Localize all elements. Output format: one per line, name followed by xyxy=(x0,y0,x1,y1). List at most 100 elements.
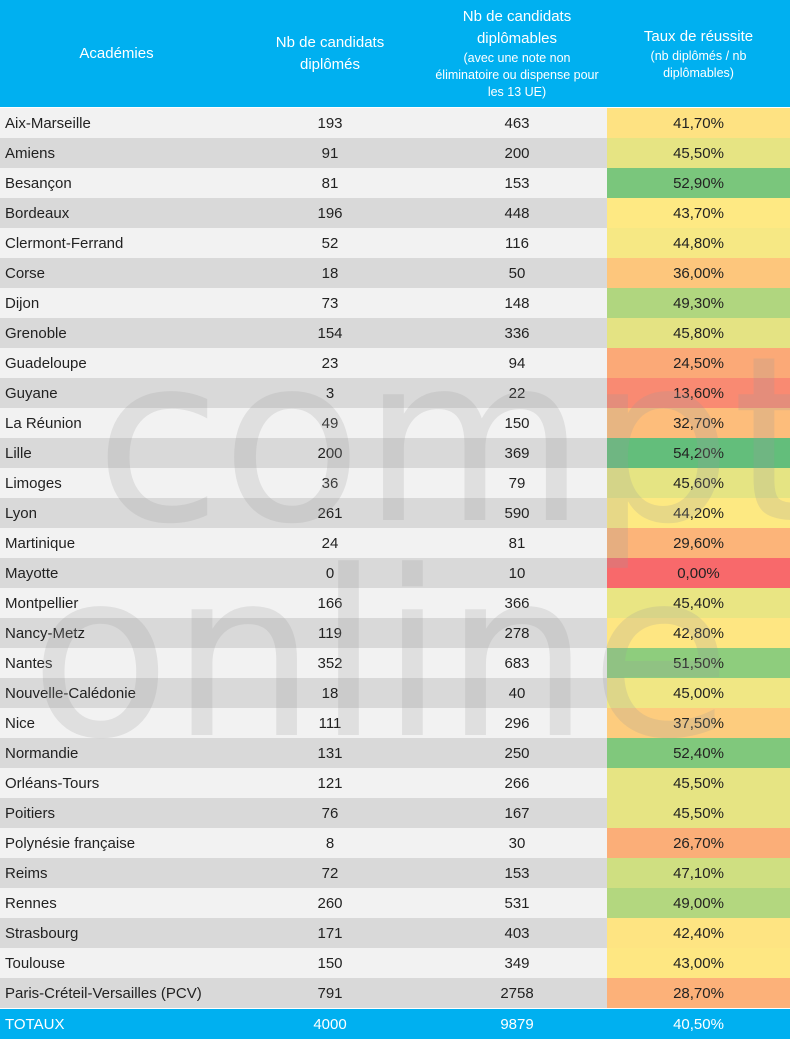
taux-cell: 37,50% xyxy=(607,708,790,738)
taux-cell: 52,40% xyxy=(607,738,790,768)
diplomables-cell: 50 xyxy=(427,258,607,288)
table-row: Nancy-Metz 119 278 42,80% xyxy=(0,618,790,648)
diplomables-cell: 463 xyxy=(427,108,607,138)
totals-label: TOTAUX xyxy=(5,1015,65,1033)
diplomables-cell: 30 xyxy=(427,828,607,858)
diplomes-cell: 196 xyxy=(233,198,427,228)
taux-cell: 51,50% xyxy=(607,648,790,678)
totals-row: TOTAUX 4000 9879 40,50% xyxy=(0,1009,790,1039)
diplomables-cell: 167 xyxy=(427,798,607,828)
table-body: Aix-Marseille 193 463 41,70% Amiens 91 200 45,5… xyxy=(0,108,790,1008)
table-row: Strasbourg 171 403 42,40% xyxy=(0,918,790,948)
taux-cell: 13,60% xyxy=(607,378,790,408)
diplomes-cell: 8 xyxy=(233,828,427,858)
taux-cell: 49,00% xyxy=(607,888,790,918)
taux-cell: 54,20% xyxy=(607,438,790,468)
academie-cell: Lyon xyxy=(0,498,233,528)
table-row: La Réunion 49 150 32,70% xyxy=(0,408,790,438)
academie-cell: Grenoble xyxy=(0,318,233,348)
diplomes-cell: 200 xyxy=(233,438,427,468)
totals-diplomes: 4000 xyxy=(313,1015,347,1033)
table-row: Rennes 260 531 49,00% xyxy=(0,888,790,918)
academie-cell: Guyane xyxy=(0,378,233,408)
diplomes-cell: 52 xyxy=(233,228,427,258)
table-row: Amiens 91 200 45,50% xyxy=(0,138,790,168)
diplomables-cell: 683 xyxy=(427,648,607,678)
taux-cell: 43,00% xyxy=(607,948,790,978)
taux-cell: 36,00% xyxy=(607,258,790,288)
academie-cell: Normandie xyxy=(0,738,233,768)
academie-cell: Lille xyxy=(0,438,233,468)
taux-cell: 42,80% xyxy=(607,618,790,648)
diplomables-cell: 369 xyxy=(427,438,607,468)
table-row: Nantes 352 683 51,50% xyxy=(0,648,790,678)
diplomables-cell: 2758 xyxy=(427,978,607,1008)
diplomes-cell: 131 xyxy=(233,738,427,768)
academie-cell: Toulouse xyxy=(0,948,233,978)
diplomes-cell: 24 xyxy=(233,528,427,558)
academie-cell: Orléans-Tours xyxy=(0,768,233,798)
academie-cell: Clermont-Ferrand xyxy=(0,228,233,258)
academie-cell: Nantes xyxy=(0,648,233,678)
diplomables-cell: 403 xyxy=(427,918,607,948)
totals-taux: 40,50% xyxy=(673,1015,724,1033)
table-row: Dijon 73 148 49,30% xyxy=(0,288,790,318)
diplomes-cell: 49 xyxy=(233,408,427,438)
diplomables-cell: 22 xyxy=(427,378,607,408)
taux-cell: 45,50% xyxy=(607,138,790,168)
taux-cell: 32,70% xyxy=(607,408,790,438)
diplomes-cell: 166 xyxy=(233,588,427,618)
diplomables-cell: 150 xyxy=(427,408,607,438)
table-row: Polynésie française 8 30 26,70% xyxy=(0,828,790,858)
diplomes-cell: 73 xyxy=(233,288,427,318)
diplomables-cell: 531 xyxy=(427,888,607,918)
diplomables-cell: 336 xyxy=(427,318,607,348)
header-academies: Académies xyxy=(79,45,154,62)
taux-cell: 45,80% xyxy=(607,318,790,348)
table-row: Grenoble 154 336 45,80% xyxy=(0,318,790,348)
taux-cell: 0,00% xyxy=(607,558,790,588)
diplomes-cell: 260 xyxy=(233,888,427,918)
diplomables-cell: 278 xyxy=(427,618,607,648)
table-row: Reims 72 153 47,10% xyxy=(0,858,790,888)
table-row: Corse 18 50 36,00% xyxy=(0,258,790,288)
table-row: Normandie 131 250 52,40% xyxy=(0,738,790,768)
taux-cell: 49,30% xyxy=(607,288,790,318)
table-row: Bordeaux 196 448 43,70% xyxy=(0,198,790,228)
diplomes-cell: 23 xyxy=(233,348,427,378)
table-row: Limoges 36 79 45,60% xyxy=(0,468,790,498)
academie-cell: Limoges xyxy=(0,468,233,498)
diplomes-cell: 193 xyxy=(233,108,427,138)
table-header: Académies Nb de candidats diplômés Nb de… xyxy=(0,0,790,108)
totals-diplomables: 9879 xyxy=(500,1015,534,1033)
taux-cell: 45,00% xyxy=(607,678,790,708)
diplomables-cell: 296 xyxy=(427,708,607,738)
table-row: Guyane 3 22 13,60% xyxy=(0,378,790,408)
taux-cell: 45,60% xyxy=(607,468,790,498)
academie-cell: Poitiers xyxy=(0,798,233,828)
diplomes-cell: 76 xyxy=(233,798,427,828)
academie-cell: Mayotte xyxy=(0,558,233,588)
diplomables-cell: 266 xyxy=(427,768,607,798)
taux-cell: 45,50% xyxy=(607,768,790,798)
table-row: Mayotte 0 10 0,00% xyxy=(0,558,790,588)
taux-cell: 24,50% xyxy=(607,348,790,378)
diplomables-cell: 40 xyxy=(427,678,607,708)
taux-cell: 44,20% xyxy=(607,498,790,528)
table-row: Nice 111 296 37,50% xyxy=(0,708,790,738)
taux-cell: 28,70% xyxy=(607,978,790,1008)
taux-cell: 42,40% xyxy=(607,918,790,948)
diplomes-cell: 154 xyxy=(233,318,427,348)
diplomes-cell: 18 xyxy=(233,678,427,708)
diplomes-cell: 150 xyxy=(233,948,427,978)
academie-cell: Strasbourg xyxy=(0,918,233,948)
academie-cell: Aix-Marseille xyxy=(0,108,233,138)
diplomables-cell: 153 xyxy=(427,858,607,888)
taux-cell: 26,70% xyxy=(607,828,790,858)
diplomes-cell: 171 xyxy=(233,918,427,948)
diplomes-cell: 261 xyxy=(233,498,427,528)
diplomables-cell: 250 xyxy=(427,738,607,768)
academie-cell: Paris-Créteil-Versailles (PCV) xyxy=(0,978,233,1008)
academie-cell: Dijon xyxy=(0,288,233,318)
